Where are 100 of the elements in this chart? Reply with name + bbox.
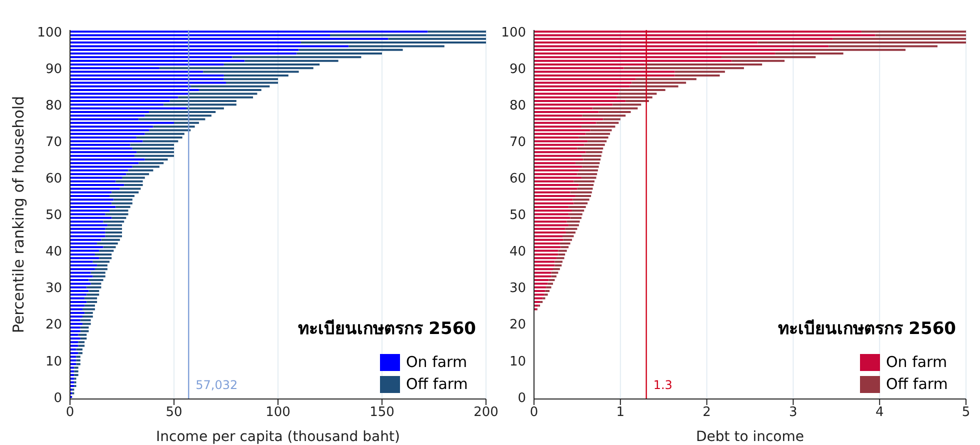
y-tick-label: 100 (37, 25, 62, 40)
bar (534, 169, 579, 172)
bar (534, 118, 604, 120)
bar (565, 228, 578, 230)
bar (70, 122, 174, 124)
y-tick-label: 10 (45, 354, 62, 370)
bar (70, 334, 78, 336)
bar (116, 180, 143, 182)
bar (70, 257, 100, 260)
legend-label: Off farm (886, 374, 949, 395)
bar (544, 294, 548, 296)
bar (560, 246, 569, 248)
bar (534, 140, 588, 142)
bar (86, 300, 98, 303)
bar (82, 316, 93, 318)
bar (534, 242, 560, 244)
bar (572, 198, 590, 201)
bar (534, 260, 555, 263)
x-tick-label: 150 (370, 405, 394, 420)
bar (534, 92, 619, 95)
x-tick-label: 200 (474, 405, 498, 420)
y-tick-label: 70 (509, 135, 526, 150)
bar (330, 34, 486, 36)
bar (70, 253, 95, 256)
bar (674, 70, 725, 73)
bar (84, 297, 98, 300)
bar (88, 290, 100, 292)
bar (70, 238, 102, 241)
bar (578, 136, 608, 139)
bar (428, 30, 486, 33)
bar (76, 348, 82, 350)
bar (70, 286, 87, 288)
bar (70, 140, 143, 142)
bar (74, 370, 78, 372)
bar (861, 30, 966, 33)
bar (534, 286, 546, 288)
bar (70, 132, 145, 135)
bar (534, 198, 573, 201)
bar (101, 238, 120, 241)
bar (70, 319, 80, 322)
bar (94, 268, 108, 270)
bar (78, 344, 85, 347)
bar (548, 282, 554, 285)
bar (82, 308, 95, 310)
bar (70, 166, 132, 168)
bar (78, 352, 82, 354)
bar (70, 216, 112, 219)
bar (136, 136, 182, 139)
x-axis-title: Income per capita (thousand baht) (156, 429, 400, 445)
bar (112, 202, 132, 204)
bar (70, 144, 130, 146)
bar (534, 154, 582, 157)
bar (78, 341, 85, 344)
bar (534, 264, 555, 266)
bar (76, 356, 80, 358)
bar (577, 173, 598, 176)
bar (70, 228, 106, 230)
bar (84, 304, 95, 307)
bar (534, 297, 543, 300)
bar (534, 188, 578, 190)
bar (136, 151, 174, 154)
bar (82, 322, 91, 325)
bar (70, 294, 87, 296)
bar (534, 74, 675, 76)
y-tick-label: 80 (45, 98, 62, 114)
bar (70, 290, 89, 292)
y-tick-label: 0 (54, 390, 62, 406)
y-tick-label: 20 (509, 318, 526, 333)
bar (534, 34, 876, 36)
bar (551, 272, 558, 274)
bar (70, 198, 114, 201)
bar (70, 275, 93, 278)
bar (70, 268, 95, 270)
bar (534, 100, 626, 102)
bar (534, 110, 599, 113)
ref-line-label: 1.3 (653, 378, 672, 392)
bar (534, 238, 564, 241)
x-tick-label: 3 (789, 405, 798, 420)
bar (126, 173, 150, 176)
x-tick-label: 4 (875, 405, 884, 420)
bar (86, 294, 100, 296)
bar (70, 322, 82, 325)
bar (76, 363, 80, 366)
bar (70, 74, 224, 76)
bar (70, 260, 93, 263)
bar (70, 107, 186, 110)
bar (188, 92, 258, 95)
bar (616, 96, 652, 98)
bar (577, 148, 604, 150)
bar (534, 282, 548, 285)
bar (534, 275, 552, 278)
bar (114, 198, 132, 201)
bar (540, 300, 543, 303)
bar (534, 300, 540, 303)
y-tick-label: 30 (45, 281, 62, 296)
bar (70, 316, 82, 318)
bar (80, 337, 87, 340)
y-tick-label: 100 (501, 25, 526, 40)
bar (572, 210, 584, 212)
bar (534, 294, 544, 296)
